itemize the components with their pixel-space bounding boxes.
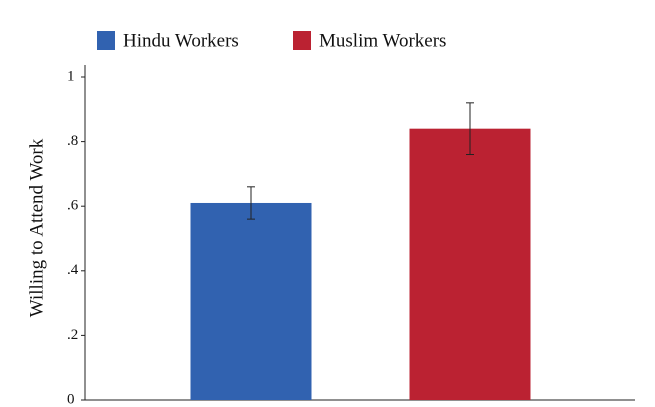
- legend-swatch: [97, 31, 115, 50]
- legend-label: Hindu Workers: [123, 30, 239, 51]
- y-tick-label: .2: [67, 327, 78, 343]
- y-tick-label: .4: [67, 262, 79, 278]
- y-tick-label: .8: [67, 133, 78, 149]
- y-tick-label: .6: [67, 198, 79, 214]
- y-tick-label: 1: [67, 68, 75, 84]
- bar: [409, 128, 531, 400]
- y-tick-label: 0: [67, 391, 75, 407]
- legend-swatch: [293, 31, 311, 50]
- legend-label: Muslim Workers: [319, 30, 446, 51]
- bar: [190, 202, 312, 400]
- y-axis-label: Willing to Attend Work: [26, 138, 47, 317]
